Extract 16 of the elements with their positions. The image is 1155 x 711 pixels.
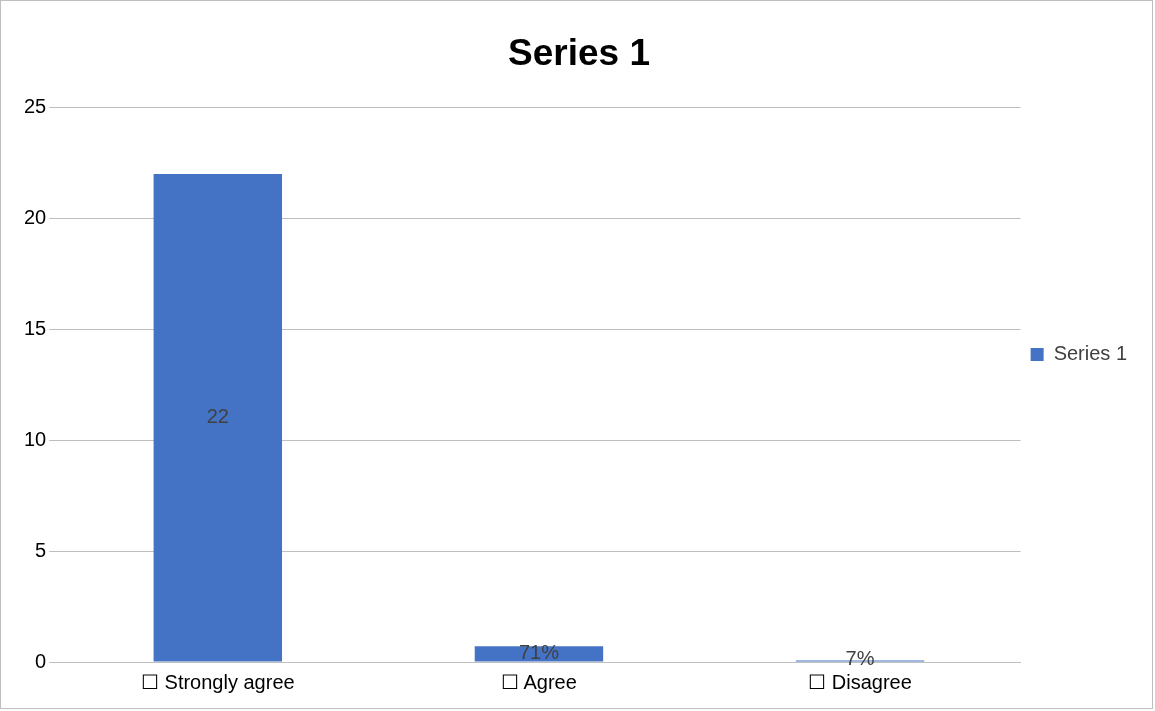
data-label: 71% [518,641,560,664]
chart-title: Series 1 [508,32,650,74]
bar [153,173,283,662]
data-label: 7% [845,647,875,670]
y-tick-label: 20 [24,205,47,228]
x-tick-label: ☐ Agree [501,670,577,693]
y-tick-label: 5 [35,538,47,561]
bar [474,646,604,662]
y-tick-label: 10 [24,427,47,450]
x-tick-label: ☐ Disagree [808,670,912,693]
y-tick-label: 15 [24,316,47,339]
y-tick-label: 25 [24,94,47,117]
data-label: 22 [206,405,229,428]
legend-label: Series 1 [1053,342,1128,365]
x-tick-label: ☐ Strongly agree [140,670,295,693]
y-tick-label: 0 [35,649,47,672]
